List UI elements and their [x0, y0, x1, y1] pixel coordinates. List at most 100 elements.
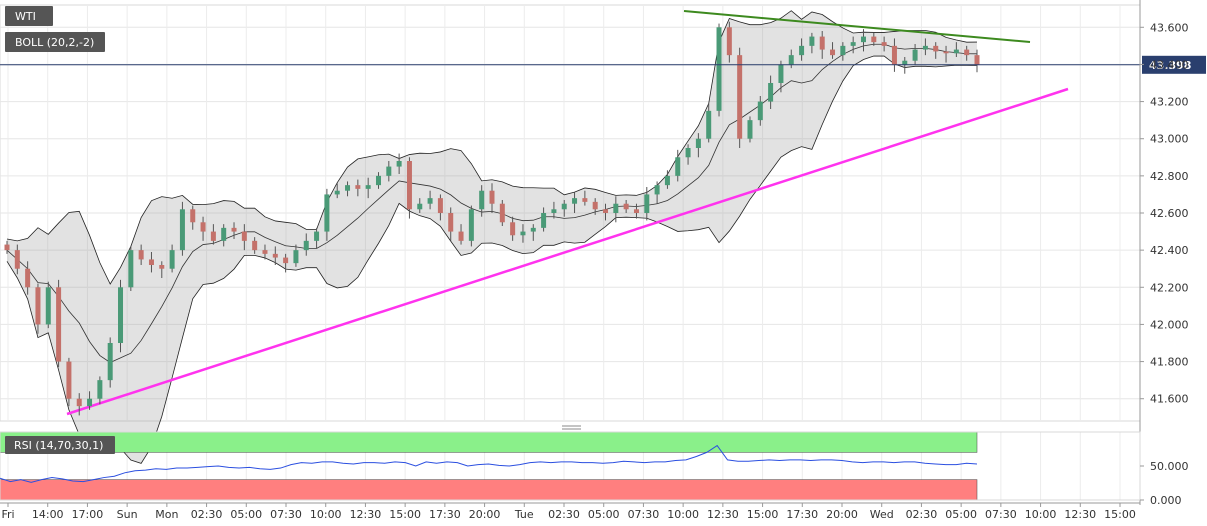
candle	[850, 36, 856, 54]
rsi-tick-label: 0.000	[1150, 494, 1182, 507]
candle	[974, 49, 980, 73]
rsi-oversold-zone	[0, 479, 978, 501]
rsi-tag: RSI (14,70,30,1)	[14, 439, 103, 452]
candle	[613, 196, 619, 223]
candle	[427, 190, 433, 210]
candle	[757, 96, 763, 126]
x-tick-label: 12:30	[707, 508, 739, 521]
candle	[778, 60, 784, 93]
candle	[355, 179, 361, 197]
y-tick-label: 42.200	[1150, 281, 1189, 294]
candle	[510, 216, 516, 241]
bollinger-fill	[7, 10, 977, 464]
candle	[56, 279, 62, 368]
candle	[582, 190, 588, 206]
candle	[551, 201, 557, 219]
price-axis: 43.600 43.400 43.200 43.000 42.800 42.600 42.4…	[1139, 0, 1189, 505]
candle	[128, 246, 134, 291]
x-tick-label: 10:00	[1025, 508, 1057, 521]
candle	[695, 133, 701, 158]
x-tick-label: 20:00	[826, 508, 858, 521]
y-tick-label: 42.000	[1150, 318, 1189, 331]
x-tick-label: 07:30	[270, 508, 302, 521]
candle	[375, 172, 381, 189]
candle	[603, 203, 609, 221]
candle	[489, 183, 495, 213]
candle	[964, 45, 970, 61]
candle	[334, 183, 340, 199]
x-tick-label: 10:00	[667, 508, 699, 521]
candle	[190, 205, 196, 230]
candle	[241, 224, 247, 251]
x-tick-label: 07:30	[628, 508, 660, 521]
candle	[706, 103, 712, 143]
candle	[14, 244, 20, 275]
candle	[479, 185, 485, 217]
price-tag-bg	[1142, 55, 1206, 74]
candle	[737, 47, 743, 148]
candle	[179, 201, 185, 256]
descending-trend-line	[683, 10, 1031, 43]
x-tick-label: 15:00	[1104, 508, 1136, 521]
y-tick-label: 41.800	[1150, 356, 1189, 369]
candle	[66, 357, 72, 407]
candle	[210, 224, 216, 245]
candle	[303, 233, 309, 256]
candle	[365, 177, 371, 199]
x-tick-label: 05:00	[588, 508, 620, 521]
candle	[747, 116, 753, 143]
candle	[572, 192, 578, 213]
candle	[933, 42, 939, 59]
candle	[664, 170, 670, 189]
y-tick-label: 43.000	[1150, 133, 1189, 146]
candles	[4, 21, 980, 416]
candle	[499, 200, 505, 226]
y-tick-label: 42.800	[1150, 170, 1189, 183]
candle	[871, 32, 877, 46]
candle	[324, 188, 330, 241]
x-tick-label: 10:00	[310, 508, 342, 521]
candle	[912, 44, 918, 65]
time-axis: Fri 14:00 17:00 Sun Mon 02:30 05:00 07:30 10:00 1…	[0, 502, 1140, 521]
y-tick-label: 42.400	[1150, 244, 1189, 257]
bollinger-lower	[6, 55, 978, 464]
candle	[148, 252, 154, 273]
y-tick-label: 43.400	[1150, 58, 1189, 71]
candle	[716, 23, 722, 117]
candle	[107, 337, 113, 388]
candle	[809, 32, 815, 54]
x-tick-label: Wed	[870, 508, 894, 521]
x-tick-label: 17:00	[72, 508, 104, 521]
rsi-tag-bg	[5, 436, 115, 454]
x-tick-label: Fri	[1, 508, 14, 521]
candle	[644, 187, 650, 221]
candle	[902, 57, 908, 74]
candle	[675, 149, 681, 182]
x-tick-label: 15:00	[389, 508, 421, 521]
candle	[623, 200, 629, 213]
candle	[819, 31, 825, 59]
candle	[592, 198, 598, 215]
x-tick-label: 17:30	[429, 508, 461, 521]
current-price-tag: 43.398	[1149, 59, 1191, 72]
candle	[830, 42, 836, 59]
current-price-line: 43.398	[0, 55, 1206, 74]
x-tick-label: 12:30	[1064, 508, 1096, 521]
candle	[840, 42, 846, 61]
candle	[448, 207, 454, 241]
candle	[35, 283, 41, 334]
candle	[262, 244, 268, 260]
x-tick-label: 12:30	[350, 508, 382, 521]
candle	[386, 161, 392, 182]
candle	[293, 244, 299, 267]
candle	[118, 279, 124, 353]
candle	[25, 261, 31, 295]
candle	[530, 224, 536, 241]
x-tick-label: 17:30	[786, 508, 818, 521]
candle	[437, 194, 443, 221]
rsi-overbought-zone	[0, 431, 978, 453]
pane-splitter-handle[interactable]	[562, 425, 581, 430]
y-tick-label: 43.200	[1150, 96, 1189, 109]
x-tick-label: Mon	[155, 508, 178, 521]
candle	[76, 393, 82, 416]
